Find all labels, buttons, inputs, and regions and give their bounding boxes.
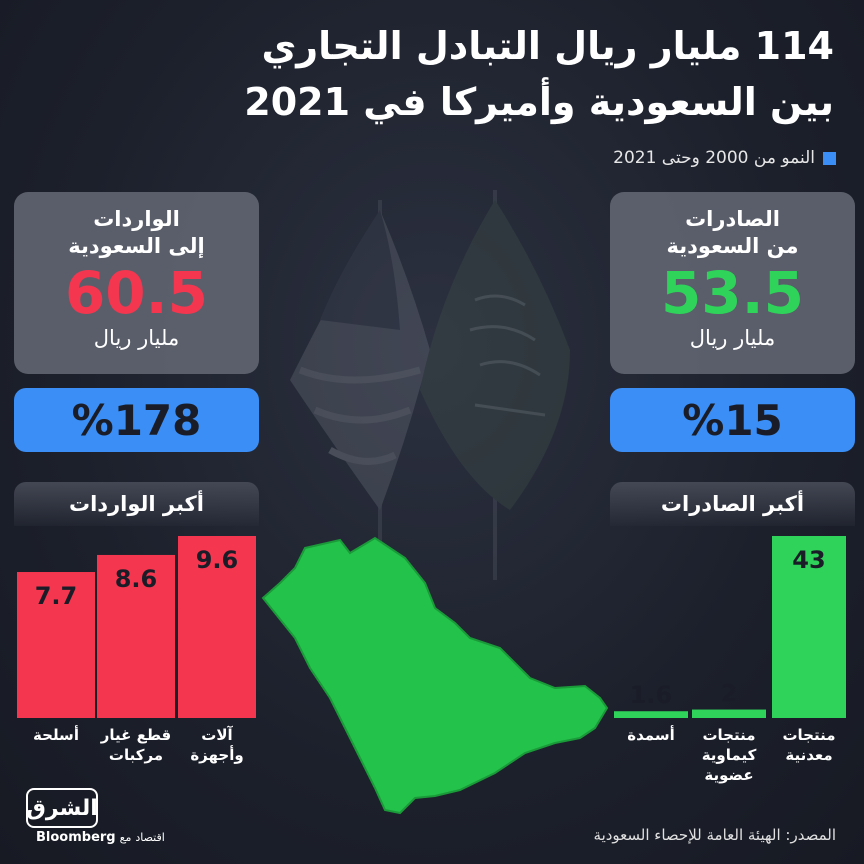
asharq-logo-name: الشرق <box>26 795 98 821</box>
imports-unit: مليار ريال <box>93 326 180 350</box>
imports-card-label: الواردات إلى السعودية <box>14 206 259 260</box>
title-line-2: بين السعودية وأميركا في 2021 <box>244 80 834 124</box>
exports-value: 53.5 <box>660 259 805 327</box>
flags-background-image <box>290 190 570 580</box>
exports-card-label: الصادرات من السعودية <box>610 206 855 260</box>
asharq-logo: الشرق Bloomberg مع اقتصاد <box>26 788 165 850</box>
imports-panel-title: أكبر الواردات <box>14 482 259 526</box>
saudi-arabia-map <box>261 536 609 815</box>
legend-label: النمو من 2000 وحتى 2021 <box>613 148 815 168</box>
page-title: 114 مليار ريال التبادل التجاري بين السعو… <box>214 18 834 130</box>
legend-swatch <box>823 151 836 165</box>
exports-card: الصادرات من السعودية 53.5 مليار ريال <box>610 192 855 374</box>
exports-panel-title: أكبر الصادرات <box>610 482 855 526</box>
exports-label-line-1: الصادرات <box>685 207 780 231</box>
title-line-1: 114 مليار ريال التبادل التجاري <box>261 24 834 68</box>
source-note: المصدر: الهيئة العامة للإحصاء السعودية <box>593 826 836 844</box>
asharq-logo-sub: Bloomberg مع اقتصاد <box>36 830 165 845</box>
bloomberg-label: Bloomberg <box>36 830 116 845</box>
exports-unit: مليار ريال <box>689 326 776 350</box>
asharq-logo-subtitle: اقتصاد <box>135 831 165 844</box>
imports-growth-badge: %178 <box>14 388 259 452</box>
asharq-logo-box: الشرق <box>26 788 98 828</box>
imports-card: الواردات إلى السعودية 60.5 مليار ريال <box>14 192 259 374</box>
imports-value: 60.5 <box>64 259 209 327</box>
exports-growth-badge: %15 <box>610 388 855 452</box>
imports-label-line-1: الواردات <box>93 207 180 231</box>
legend: النمو من 2000 وحتى 2021 <box>613 148 836 168</box>
partner-prefix: مع <box>119 831 132 844</box>
exports-label-line-2: من السعودية <box>666 234 799 258</box>
imports-label-line-2: إلى السعودية <box>68 234 205 258</box>
